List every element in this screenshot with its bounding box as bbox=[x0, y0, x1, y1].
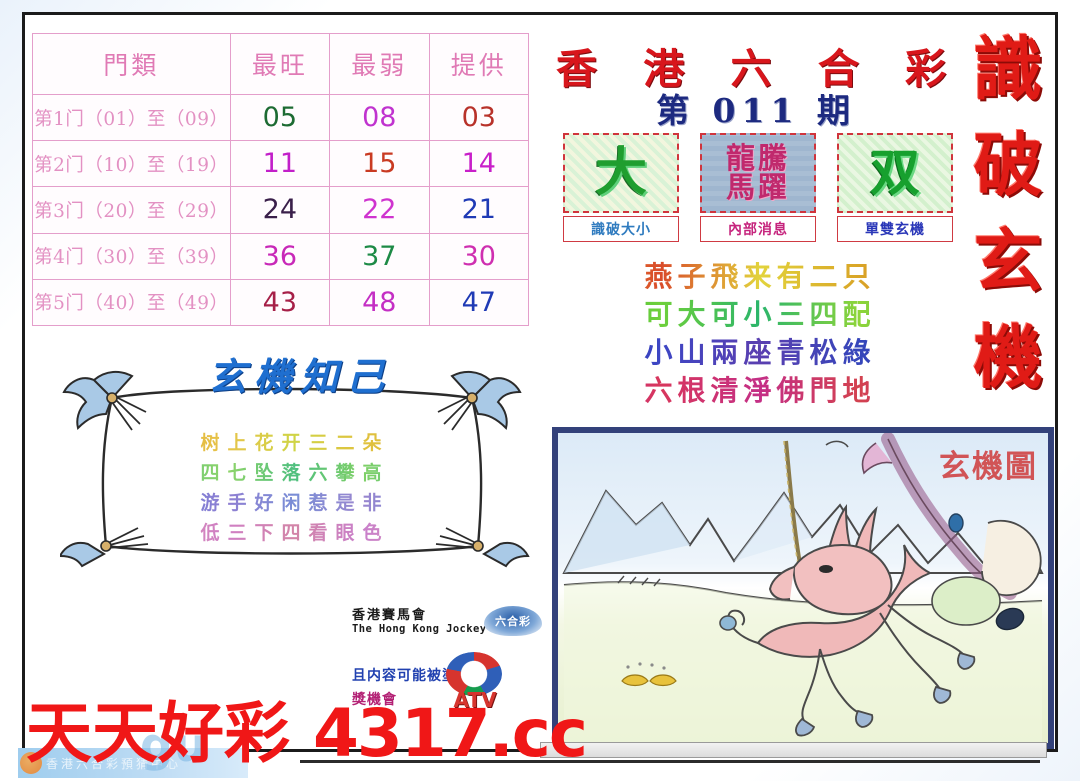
jockey-club-name-en: The Hong Kong Jockey Club bbox=[352, 623, 521, 635]
bottom-divider bbox=[300, 760, 1040, 763]
row-weakest: 48 bbox=[329, 278, 430, 327]
watermark-domain: 4317.cc bbox=[312, 695, 588, 772]
row-provided: 30 bbox=[428, 232, 529, 280]
table-header-row: 門類 最旺 最弱 提供 bbox=[32, 33, 529, 95]
promo-glyph-double: 双 bbox=[837, 133, 953, 213]
poem-line-1: 燕子飛来有二只 bbox=[560, 258, 960, 296]
scroll-banner-art bbox=[58, 370, 530, 568]
jockey-club-name-cn: 香港賽馬會 bbox=[352, 608, 428, 623]
table-row: 第2门（10）至（19） 11 15 14 bbox=[32, 140, 529, 188]
watermark-main-cn: 天天好彩 bbox=[26, 695, 290, 772]
row-category: 第4门（30）至（39） bbox=[32, 232, 231, 280]
row-category: 第1门（01）至（09） bbox=[32, 93, 231, 142]
watermark-badge-text: 香港六合彩預猜中心 bbox=[46, 756, 182, 771]
row-provided: 21 bbox=[428, 186, 529, 234]
row-category: 第5门（40）至（49） bbox=[32, 278, 231, 327]
header-weakest: 最弱 bbox=[329, 33, 430, 95]
header-strongest: 最旺 bbox=[229, 33, 331, 95]
row-category: 第2门（10）至（19） bbox=[32, 140, 231, 188]
header-category: 門類 bbox=[32, 33, 231, 95]
grey-scrollbar-strip bbox=[540, 742, 1047, 758]
scroll-banner: 玄機知己 树上花开三二朵 四七坠落六攀高 游手好闲惹是非 低三下四看眼色 bbox=[58, 340, 530, 575]
vertical-title-char-3: 玄 bbox=[973, 221, 1043, 302]
promo-glyph-line-2: 馬躍 bbox=[725, 170, 790, 204]
scroll-verse: 树上花开三二朵 四七坠落六攀高 游手好闲惹是非 低三下四看眼色 bbox=[160, 428, 430, 548]
scroll-title: 玄機知己 bbox=[207, 354, 392, 399]
atv-label: ATV bbox=[453, 688, 497, 712]
row-strongest: 43 bbox=[229, 278, 331, 327]
seal-stamp: 玄機圖 bbox=[939, 449, 1038, 485]
oracle-picture: 玄機圖 bbox=[552, 427, 1054, 749]
mark-six-logo-icon: 六合彩 bbox=[484, 606, 542, 636]
promo-box-1[interactable]: 大 識破大小 bbox=[563, 133, 679, 242]
vertical-title-char-4: 機 bbox=[973, 317, 1043, 398]
promo-caption-2: 內部消息 bbox=[700, 216, 816, 242]
row-weakest: 15 bbox=[329, 140, 430, 188]
issue-number: 第 011 期 bbox=[656, 91, 856, 130]
poem-line-3: 小山兩座青松綠 bbox=[560, 334, 960, 372]
scroll-line-4: 低三下四看眼色 bbox=[160, 518, 430, 548]
row-strongest: 24 bbox=[229, 186, 331, 234]
notice-block: 且内容可能被塗 獎機會 bbox=[352, 665, 457, 709]
notice-line-2: 獎機會 bbox=[352, 692, 397, 708]
promo-box-row: 大 識破大小 龍騰 馬躍 內部消息 双 單雙玄機 bbox=[563, 133, 953, 242]
row-strongest: 36 bbox=[229, 232, 331, 280]
poem-line-2: 可大可小三四配 bbox=[560, 296, 960, 334]
badge-dot-icon bbox=[20, 752, 42, 774]
forecast-table-container: 門類 最旺 最弱 提供 第1门（01）至（09） 05 08 03 第2门（10… bbox=[32, 33, 529, 327]
notice-line-1: 且内容可能被塗 bbox=[352, 668, 457, 684]
scroll-line-3: 游手好闲惹是非 bbox=[160, 488, 430, 518]
promo-glyph-line-1: 龍騰 bbox=[725, 141, 790, 175]
vertical-title-char-2: 破 bbox=[973, 125, 1043, 206]
atv-ring-icon bbox=[446, 652, 502, 696]
mark-six-logo-text: 六合彩 bbox=[495, 615, 531, 628]
watermark-badge: 香港六合彩預猜中心 bbox=[18, 748, 248, 778]
row-strongest: 05 bbox=[229, 93, 331, 142]
promo-glyph-dragon: 龍騰 馬躍 bbox=[700, 133, 816, 213]
row-weakest: 37 bbox=[329, 232, 430, 280]
row-strongest: 11 bbox=[229, 140, 331, 188]
table-row: 第5门（40）至（49） 43 48 47 bbox=[32, 278, 529, 327]
row-weakest: 08 bbox=[329, 93, 430, 142]
table-row: 第3门（20）至（29） 24 22 21 bbox=[32, 186, 529, 234]
row-provided: 14 bbox=[428, 140, 529, 188]
forecast-table: 門類 最旺 最弱 提供 第1门（01）至（09） 05 08 03 第2门（10… bbox=[32, 33, 529, 327]
header-provided: 提供 bbox=[428, 33, 529, 95]
promo-caption-1: 識破大小 bbox=[563, 216, 679, 242]
promo-box-3[interactable]: 双 單雙玄機 bbox=[837, 133, 953, 242]
vertical-title: 識 破 玄 機 bbox=[955, 22, 1061, 406]
atv-logo: ATV bbox=[440, 652, 510, 714]
brand-title: 香 港 六 合 彩 bbox=[556, 45, 963, 93]
table-row: 第1门（01）至（09） 05 08 03 bbox=[32, 93, 529, 142]
vertical-title-char-1: 識 bbox=[973, 29, 1043, 110]
table-row: 第4门（30）至（39） 36 37 30 bbox=[32, 232, 529, 280]
row-provided: 03 bbox=[428, 93, 529, 142]
oracle-poem: 燕子飛来有二只 可大可小三四配 小山兩座青松綠 六根清淨佛門地 bbox=[560, 258, 960, 410]
promo-caption-3: 單雙玄機 bbox=[837, 216, 953, 242]
row-provided: 47 bbox=[428, 278, 529, 327]
row-category: 第3门（20）至（29） bbox=[32, 186, 231, 234]
watermark-ghost-text: gu bbox=[140, 718, 208, 772]
jockey-club-block: 香港賽馬會 The Hong Kong Jockey Club 六合彩 bbox=[352, 604, 542, 636]
poem-line-4: 六根清淨佛門地 bbox=[560, 372, 960, 410]
watermark-main: 天天好彩 4317.cc bbox=[26, 680, 588, 776]
promo-box-2[interactable]: 龍騰 馬躍 內部消息 bbox=[700, 133, 816, 242]
row-weakest: 22 bbox=[329, 186, 430, 234]
scroll-line-1: 树上花开三二朵 bbox=[160, 428, 430, 458]
promo-glyph-big: 大 bbox=[563, 133, 679, 213]
picture-illustration bbox=[562, 433, 1044, 743]
scroll-line-2: 四七坠落六攀高 bbox=[160, 458, 430, 488]
